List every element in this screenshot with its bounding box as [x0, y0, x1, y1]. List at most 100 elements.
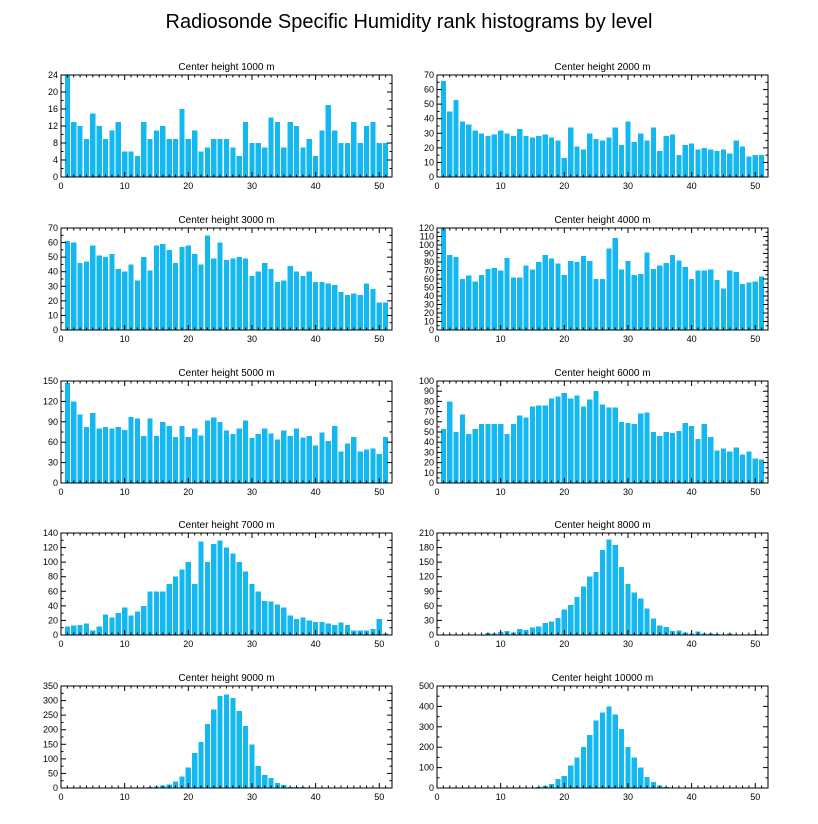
y-tick-label: 120 [43, 396, 58, 406]
y-tick-label: 300 [43, 696, 58, 706]
bar [255, 591, 261, 635]
y-tick-label: 70 [424, 407, 434, 417]
bar [179, 569, 185, 635]
bar [453, 432, 459, 483]
bar [351, 121, 357, 177]
y-tick-label: 60 [424, 274, 434, 284]
bar [351, 436, 357, 483]
bar [701, 147, 707, 177]
bar [561, 274, 567, 330]
bar [733, 447, 739, 483]
bar [134, 611, 140, 635]
bar [631, 142, 637, 177]
bar [370, 448, 376, 483]
bar [459, 279, 466, 330]
bar [498, 270, 504, 330]
y-tick-label: 400 [419, 701, 434, 711]
bar [536, 405, 542, 483]
y-tick-label: 30 [48, 458, 58, 468]
bar [517, 128, 523, 177]
bar [236, 562, 242, 635]
bar [319, 130, 325, 177]
bar [491, 134, 497, 177]
bar [217, 138, 223, 177]
bar [727, 451, 733, 483]
bar [96, 126, 102, 177]
bar [351, 293, 357, 330]
x-tick-label: 30 [247, 334, 257, 344]
bar [262, 774, 268, 788]
bar [217, 696, 223, 788]
bar [517, 415, 523, 483]
bar [383, 436, 389, 483]
x-tick-label: 10 [496, 181, 506, 191]
bar [325, 623, 331, 635]
y-tick-label: 30 [48, 281, 58, 291]
y-tick-label: 300 [419, 722, 434, 732]
bar [185, 767, 191, 788]
panel-10: Center height 10000 m0 10 20 30 40 5001002003… [419, 673, 769, 802]
y-tick-label: 180 [419, 543, 434, 553]
y-tick-label: 30 [424, 128, 434, 138]
y-tick-label: 50 [424, 99, 434, 109]
bar [357, 295, 363, 330]
bar [281, 280, 287, 330]
bar [204, 723, 211, 788]
bar [701, 423, 707, 483]
bar [383, 302, 389, 330]
bar [83, 427, 90, 483]
bar [363, 449, 370, 483]
y-tick-label: 20 [48, 296, 58, 306]
x-tick-label: 0 [58, 639, 63, 649]
x-tick-label: 50 [374, 792, 384, 802]
y-tick-label: 120 [419, 223, 434, 233]
bar [510, 423, 516, 483]
bar [663, 136, 669, 177]
bar [542, 622, 548, 635]
x-tick-label: 30 [623, 639, 633, 649]
bar [185, 245, 191, 330]
x-tick-label: 40 [311, 792, 321, 802]
bar [746, 451, 752, 483]
bar [644, 412, 650, 483]
bar [663, 262, 669, 330]
bar [242, 571, 249, 635]
y-tick-label: 70 [424, 266, 434, 276]
bar [249, 438, 255, 483]
bar [274, 281, 281, 330]
bar [122, 271, 128, 330]
bar [204, 147, 211, 177]
y-tick-label: 80 [424, 396, 434, 406]
x-tick-label: 10 [496, 334, 506, 344]
bar [561, 775, 567, 788]
bar [160, 591, 166, 635]
bar [498, 423, 504, 483]
x-tick-label: 10 [120, 334, 130, 344]
y-tick-label: 20 [48, 615, 58, 625]
bar [287, 265, 293, 330]
bar [71, 401, 77, 483]
bar [752, 155, 758, 177]
bar [440, 428, 446, 483]
bar [587, 399, 593, 483]
y-tick-label: 60 [424, 417, 434, 427]
bar [542, 134, 548, 177]
bar [319, 432, 325, 483]
bar [268, 117, 274, 177]
bar [255, 766, 261, 788]
bar [300, 147, 306, 177]
chart-panels: Center height 1000 m0 10 20 30 40 50048121620… [43, 62, 769, 802]
bar [739, 284, 746, 330]
bar [230, 434, 236, 483]
bar [236, 428, 242, 483]
y-tick-label: 60 [48, 238, 58, 248]
x-tick-label: 10 [120, 639, 130, 649]
x-tick-label: 50 [374, 639, 384, 649]
bar [166, 138, 172, 177]
bar [211, 709, 217, 788]
bar [192, 753, 198, 788]
x-tick-label: 20 [183, 334, 193, 344]
bar [650, 618, 657, 635]
y-tick-label: 30 [424, 300, 434, 310]
bar [714, 450, 720, 483]
